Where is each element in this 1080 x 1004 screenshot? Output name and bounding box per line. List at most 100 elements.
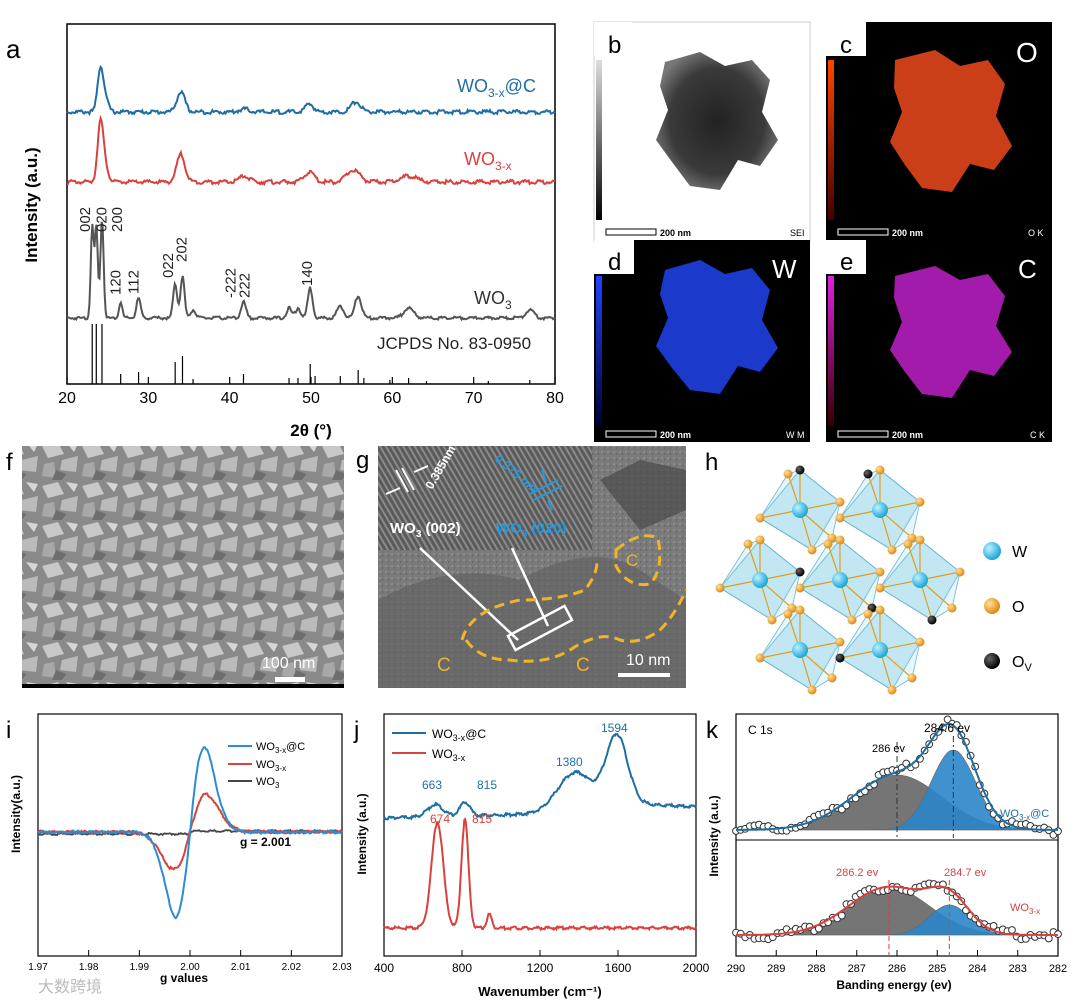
panel-i-xlabel: g values xyxy=(160,971,208,985)
panel-j-x-ticks: 400 800 1200 1600 2000 xyxy=(374,950,710,975)
o-atom xyxy=(743,539,753,549)
o-atom xyxy=(875,605,885,615)
panel-f-sem: f 100 nm xyxy=(6,446,344,688)
panel-letter-k: k xyxy=(706,717,719,744)
label-wo3-020: WO3 (020) xyxy=(496,520,567,540)
g-value-label: g = 2.001 xyxy=(240,835,291,849)
legend-w: W xyxy=(1012,544,1028,561)
panel-a-xlabel: 2θ (°) xyxy=(290,421,332,440)
xps-title: C 1s xyxy=(748,723,773,737)
peak-index-002: 002 xyxy=(77,207,94,232)
raman-series-wo3x-c xyxy=(383,732,697,821)
epr-series-wo3x-c xyxy=(37,745,343,920)
o-atom xyxy=(947,603,957,613)
panel-j-frame xyxy=(383,713,697,957)
label-wo3x-c: WO3-x@C xyxy=(457,76,536,100)
o-atom xyxy=(875,567,885,577)
xtick-label-a-60: 60 xyxy=(383,390,401,407)
colorbar-b xyxy=(596,60,602,220)
lattice-marker-002 xyxy=(385,465,429,495)
xps-peak-286: 286 ev xyxy=(872,743,906,755)
tag-c: O K xyxy=(1028,228,1044,238)
peak-index-020: 020 xyxy=(93,207,110,232)
panel-k-x-ticks: 290 289 288 287 286 285 284 283 282 xyxy=(727,950,1067,975)
raman-peak-663: 663 xyxy=(422,778,442,792)
legend-ov: OV xyxy=(1012,654,1032,674)
xtick-label-a-30: 30 xyxy=(139,390,157,407)
w-atom xyxy=(912,572,928,588)
panel-j-xlabel: Wavenumber (cm⁻¹) xyxy=(478,984,601,999)
o-atom xyxy=(875,583,885,593)
w-map-image xyxy=(656,260,778,394)
xtick-label-k-289: 289 xyxy=(767,963,785,975)
xtick-label-k-290: 290 xyxy=(727,963,745,975)
panel-k-ylabel: Intensity (a.u.) xyxy=(707,795,721,876)
carbon-label-3: C xyxy=(576,655,590,676)
o-atom xyxy=(927,615,937,625)
panel-letter-g: g xyxy=(356,447,369,474)
xtick-label-j-1200: 1200 xyxy=(527,961,554,975)
xtick-label-i-1.99: 1.99 xyxy=(130,962,150,973)
xtick-label-a-50: 50 xyxy=(302,390,320,407)
xtick-label-i-2.02: 2.02 xyxy=(282,962,302,973)
panel-letter-e: e xyxy=(840,249,853,276)
o-atom xyxy=(795,567,805,577)
lattice-marker-020 xyxy=(529,469,563,511)
o-atom xyxy=(835,637,845,647)
xps-peak-286-2: 286.2 ev xyxy=(836,867,879,879)
o-atom xyxy=(847,615,857,625)
o-atom xyxy=(827,673,837,683)
o-atom xyxy=(783,469,793,479)
panel-i-ylabel: Intensity(a.u.) xyxy=(9,775,23,853)
peak-index--222: -222 xyxy=(222,268,239,298)
xps-plot xyxy=(732,715,1062,956)
panel-a-x-ticks: 20 30 40 50 60 70 80 xyxy=(58,377,564,407)
zoom-lines xyxy=(419,547,574,652)
peak-index-202: 202 xyxy=(173,237,190,262)
w-atom xyxy=(872,502,888,518)
panel-j-raman: j 400 800 1200 1600 2000 WO3-x@C WO3-x 663 8… xyxy=(353,713,710,999)
legend-j-1: WO3-x@C xyxy=(432,727,486,743)
raman-peak-labels-red: 674 815 xyxy=(430,812,492,826)
o-atom xyxy=(715,583,725,593)
w-atom xyxy=(792,642,808,658)
watermark: 大数跨境 xyxy=(38,977,102,996)
legend-o: O xyxy=(1012,599,1024,616)
raman-peak-815-blue: 815 xyxy=(477,778,497,792)
w-atom xyxy=(792,502,808,518)
xps-label-wo3x-c: WO3-x@C xyxy=(1000,808,1049,822)
scale-text-d: 200 nm xyxy=(660,430,691,440)
panel-a-ylabel: Intensity (a.u.) xyxy=(22,147,41,262)
panel-letter-j: j xyxy=(353,717,359,744)
xtick-label-i-1.97: 1.97 xyxy=(28,962,48,973)
label-wo3-002: WO3 (002) xyxy=(390,520,461,540)
xtick-label-j-2000: 2000 xyxy=(683,961,710,975)
xtick-label-k-283: 283 xyxy=(1009,963,1027,975)
xps-bottom-point xyxy=(989,922,998,930)
xtick-label-k-285: 285 xyxy=(928,963,946,975)
panel-e-c-map: e C 200 nm C K xyxy=(826,240,1052,442)
xtick-label-k-284: 284 xyxy=(968,963,986,975)
o-atom xyxy=(887,685,897,695)
xtick-label-j-1600: 1600 xyxy=(605,961,632,975)
xps-bottom-point xyxy=(1008,926,1016,934)
o-atom xyxy=(755,513,765,523)
raman-peak-labels-blue: 663 815 1380 1594 xyxy=(422,721,628,792)
panel-i-x-ticks: 1.97 1.98 1.99 2.00 2.01 2.02 2.03 xyxy=(28,950,352,973)
colorbar-e xyxy=(828,276,834,426)
panel-k-xps: k 290 289 288 287 286 285 284 283 282 C 1s 284.6… xyxy=(706,713,1067,992)
xtick-label-i-2: 2.00 xyxy=(180,962,200,973)
xtick-label-k-282: 282 xyxy=(1049,963,1067,975)
scale-text-f: 100 nm xyxy=(262,655,315,672)
xtick-label-k-286: 286 xyxy=(888,963,906,975)
xtick-label-a-20: 20 xyxy=(58,390,76,407)
w-atom xyxy=(752,572,768,588)
panel-letter-d: d xyxy=(608,249,621,276)
o-atom xyxy=(835,535,845,545)
panel-letter-f: f xyxy=(6,449,13,476)
o-atom xyxy=(783,609,793,619)
o-atom xyxy=(955,567,965,577)
scale-text-g: 10 nm xyxy=(626,652,670,669)
legend-i-1: WO3-x@C xyxy=(256,741,305,755)
